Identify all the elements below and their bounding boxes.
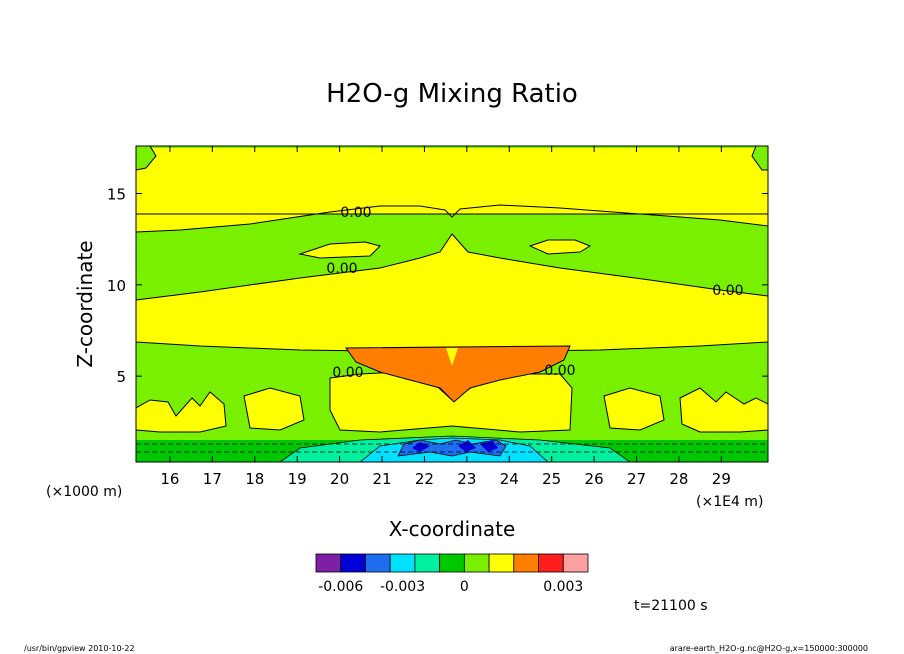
contour-label: 0.00 (544, 363, 575, 379)
dry-island-right (528, 239, 592, 255)
x-tick-label: 16 (160, 470, 179, 488)
band-max (345, 345, 571, 403)
colorbar-tick-label: -0.003 (380, 579, 425, 595)
x-tick-label: 21 (372, 470, 391, 488)
y-tick-label: 5 (116, 368, 126, 386)
x-tick-label: 22 (415, 470, 434, 488)
plot-frame (135, 145, 769, 463)
max-notch (446, 348, 458, 366)
colorbar-swatch (488, 553, 515, 573)
band-upper-dry-edge (136, 204, 768, 233)
colorbar-swatch (463, 553, 490, 573)
colorbar-tick-label: 0 (460, 579, 469, 595)
x-tick-label: 19 (288, 470, 307, 488)
contour-labels: 0.00 0.00 0.00 0.00 0.00 (326, 205, 743, 381)
x-tick-label: 25 (542, 470, 561, 488)
colorbar-labels: -0.006 -0.003 0 0.003 (318, 579, 583, 595)
chart-title: H2O-g Mixing Ratio (326, 79, 578, 109)
colorbar-swatch (315, 553, 342, 573)
x-axis-unit: (×1E4 m) (696, 494, 763, 510)
dry-blob-2 (243, 387, 305, 431)
colorbar-tick-label: -0.006 (318, 579, 363, 595)
dry-blob-1 (136, 391, 227, 433)
contour-label: 0.00 (340, 205, 371, 221)
x-tick-label: 27 (627, 470, 646, 488)
contour-label: 0.00 (712, 283, 743, 299)
dry-island-left (298, 241, 381, 259)
colorbar-swatch (414, 553, 441, 573)
y-axis: 5 10 15 (107, 185, 768, 386)
x-tick-label: 26 (585, 470, 604, 488)
colorbar-swatch (538, 553, 564, 573)
y-tick-label: 10 (107, 277, 126, 295)
contour-label: 0.00 (326, 261, 357, 277)
y-axis-label: Z-coordinate (73, 240, 97, 367)
x-tick-label: 24 (500, 470, 519, 488)
band-upper-dry (136, 148, 768, 214)
footer-left: /usr/bin/gpview 2010-10-22 (24, 644, 135, 653)
colorbar (315, 553, 589, 573)
x-tick-label: 17 (203, 470, 222, 488)
left-green-strip (136, 146, 768, 171)
time-label: t=21100 s (634, 598, 708, 614)
colorbar-swatch (513, 553, 539, 573)
footer-right: arare-earth_H2O-g.nc@H2O-g,x=150000:3000… (670, 644, 868, 653)
contour-dashed-low (136, 443, 768, 453)
x-tick-label: 23 (457, 470, 476, 488)
dry-blob-3 (603, 387, 665, 431)
y-tick-label: 15 (107, 185, 126, 203)
colorbar-swatch (389, 553, 416, 573)
colorbar-swatch (439, 553, 465, 573)
plot-area (136, 146, 768, 462)
contour-label: 0.00 (332, 365, 363, 381)
y-axis-unit: (×1000 m) (46, 484, 122, 500)
colorbar-swatch (365, 553, 391, 573)
band-low-darkblue (412, 440, 498, 452)
x-axis: 16 17 18 19 20 21 22 23 24 25 26 27 28 29 (160, 146, 731, 488)
x-tick-label: 20 (330, 470, 349, 488)
x-tick-label: 18 (245, 470, 264, 488)
colorbar-swatch (562, 553, 589, 573)
x-tick-label: 28 (669, 470, 688, 488)
dry-blob-4 (679, 387, 768, 433)
colorbar-swatch (340, 553, 366, 573)
x-axis-label: X-coordinate (389, 517, 516, 541)
x-tick-label: 29 (712, 470, 731, 488)
colorbar-tick-label: 0.003 (543, 579, 583, 595)
